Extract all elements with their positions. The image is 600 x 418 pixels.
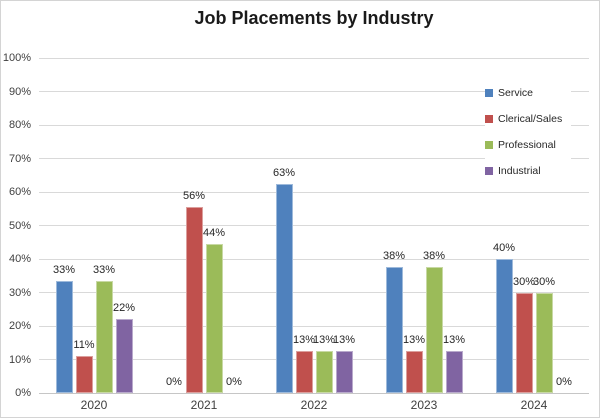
gridline (39, 325, 589, 327)
y-tick-label: 20% (8, 320, 31, 332)
bar-clerical-sales (515, 292, 533, 393)
y-tick-label: 40% (8, 253, 31, 265)
legend-item: Clerical/Sales (485, 106, 571, 132)
bar-industrial (335, 351, 353, 393)
y-tick-label: 10% (8, 353, 31, 366)
gridline (39, 292, 589, 293)
y-tick-label: 80% (8, 119, 31, 131)
bar-industrial (115, 318, 133, 393)
bar-value-label: 22% (112, 301, 136, 314)
y-tick-label: 100% (2, 52, 31, 64)
legend-swatch (485, 167, 493, 175)
bar-value-label: 13% (312, 334, 336, 347)
legend: Service Clerical/Sales Professional Industr… (485, 80, 571, 184)
legend-item: Industrial (485, 158, 571, 184)
legend-swatch (485, 141, 493, 149)
bar-service (275, 183, 293, 393)
bar-professional (425, 267, 443, 393)
bar-value-label: 13% (402, 334, 426, 347)
x-category-label: 2024 (520, 398, 548, 412)
y-tick-label: 30% (8, 286, 31, 299)
legend-label: Industrial (498, 165, 541, 177)
gridline (39, 57, 589, 59)
y-tick-label: 60% (8, 186, 31, 198)
bar-value-label: 40% (492, 242, 516, 254)
x-category-label: 2022 (300, 398, 328, 412)
bar-value-label: 33% (92, 264, 116, 277)
legend-item: Service (485, 80, 571, 106)
gridline (39, 124, 589, 126)
gridline (39, 258, 589, 260)
bar-clerical-sales (75, 355, 93, 393)
legend-label: Clerical/Sales (498, 113, 563, 125)
bar-professional (205, 244, 223, 393)
bar-value-label: 56% (182, 189, 206, 202)
legend-label: Service (498, 87, 534, 99)
legend-label: Professional (498, 139, 556, 151)
gridline (39, 359, 589, 360)
bar-service (385, 267, 403, 393)
y-tick-label: 0% (15, 387, 31, 399)
bar-value-label: 11% (73, 338, 95, 351)
bar-value-label: 30% (512, 275, 536, 288)
bar-value-label: 30% (532, 275, 556, 288)
y-tick-label: 90% (8, 85, 31, 98)
bar-professional (95, 281, 113, 393)
legend-swatch (485, 89, 493, 97)
bar-service (55, 281, 73, 393)
legend-item: Professional (485, 132, 571, 158)
bar-value-label: 0% (556, 376, 572, 388)
x-axis-line (39, 392, 589, 394)
bar-value-label: 38% (422, 250, 446, 263)
bar-clerical-sales (185, 206, 203, 393)
y-tick-label: 70% (8, 152, 31, 165)
gridline (39, 158, 589, 159)
bar-professional (535, 292, 553, 393)
bar-value-label: 33% (52, 264, 76, 277)
legend-swatch (485, 115, 493, 123)
bar-professional (315, 351, 333, 393)
x-category-label: 2021 (190, 398, 218, 412)
bar-value-label: 13% (332, 334, 356, 347)
bar-value-label: 38% (382, 250, 406, 263)
gridline (39, 191, 589, 193)
bar-value-label: 13% (442, 334, 466, 347)
bar-value-label: 63% (272, 166, 296, 179)
gridline (39, 91, 589, 92)
x-category-label: 2020 (80, 398, 108, 412)
bar-value-label: 0% (226, 376, 242, 388)
gridline (39, 225, 589, 226)
y-tick-label: 50% (8, 219, 31, 232)
bar-value-label: 13% (292, 334, 316, 347)
bar-value-label: 44% (202, 227, 226, 240)
bar-clerical-sales (405, 351, 423, 393)
bar-service (495, 259, 513, 393)
bar-industrial (445, 351, 463, 393)
chart-title: Job Placements by Industry (194, 8, 434, 28)
bar-clerical-sales (295, 351, 313, 393)
bar-value-label: 0% (166, 376, 182, 388)
x-category-label: 2023 (410, 398, 438, 412)
